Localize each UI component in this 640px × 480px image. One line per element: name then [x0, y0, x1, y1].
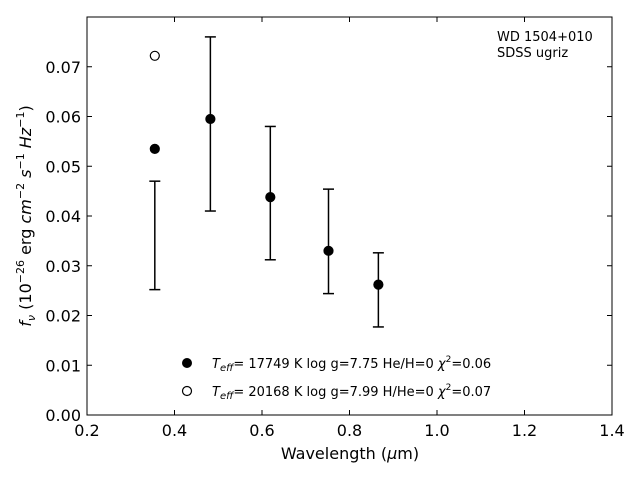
plot-area [86, 16, 613, 416]
y-tick-label: 0.07 [45, 58, 81, 77]
y-axis-label: fν (10−26 erg cm−2 s−1 Hz−1) [14, 105, 38, 326]
y-tick-label: 0.03 [45, 257, 81, 276]
model-point-filled [149, 143, 160, 154]
y-tick-label: 0.01 [45, 356, 81, 375]
y-tick-label: 0.04 [45, 207, 81, 226]
annotation-survey: SDSS ugriz [497, 46, 568, 61]
x-tick-label: 1.0 [424, 421, 449, 440]
legend-marker-open [181, 385, 193, 397]
x-axis-label: Wavelength (μm) [281, 444, 419, 463]
legend-entry-filled: Teff= 17749 K log g=7.75 He/H=0 χ2=0.06 [212, 355, 491, 374]
y-tick-label: 0.05 [45, 157, 81, 176]
y-tick-label: 0.06 [45, 108, 81, 127]
legend-entry-open: Teff= 20168 K log g=7.99 H/He=0 χ2=0.07 [212, 383, 491, 402]
legend-marker-filled [182, 358, 192, 368]
legend: Teff= 17749 K log g=7.75 He/H=0 χ2=0.06 … [181, 355, 491, 402]
x-tick-label: 1.4 [599, 421, 624, 440]
axis-ticks: 0.2 0.4 0.6 0.8 1.0 1.2 1.4 0.00 0.01 0.02 0.03 0.0… [45, 17, 625, 440]
x-tick-label: 0.8 [337, 421, 362, 440]
x-tick-label: 1.2 [512, 421, 537, 440]
model-point-filled [323, 245, 334, 256]
model-point-filled [265, 191, 276, 203]
x-tick-label: 0.2 [74, 421, 99, 440]
data-points [149, 50, 384, 290]
y-tick-label: 0.02 [45, 307, 81, 326]
x-tick-label: 0.6 [249, 421, 274, 440]
annotation-object: WD 1504+010 [497, 30, 593, 45]
x-tick-label: 0.4 [162, 421, 187, 440]
model-point-open [149, 50, 160, 61]
y-tick-label: 0.00 [45, 406, 81, 425]
model-point-filled [373, 279, 384, 290]
model-point-filled [205, 113, 216, 125]
